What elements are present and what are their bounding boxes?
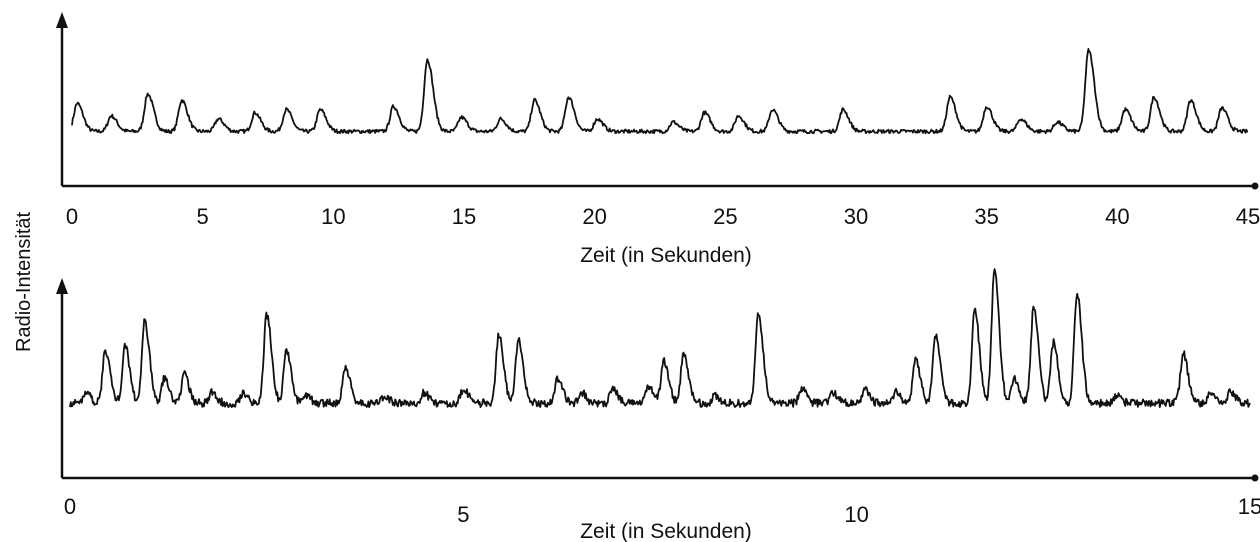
panel-bottom: 0 5 10 15 Zeit (in Sekunden) (56, 268, 1260, 542)
top-tick-label: 30 (844, 204, 868, 229)
y-axis-label: Radio-Intensität (13, 211, 35, 352)
bottom-tick-label: 0 (64, 494, 76, 519)
top-tick-label: 25 (713, 204, 737, 229)
bottom-tick-labels: 0 5 10 15 (64, 494, 1260, 527)
top-tick-label: 40 (1105, 204, 1129, 229)
bottom-x-axis-label: Zeit (in Sekunden) (580, 520, 752, 542)
bottom-series-line (69, 268, 1251, 408)
top-tick-labels: 0 5 10 15 20 25 30 35 40 45 (66, 204, 1260, 229)
top-y-axis-arrow-icon (56, 12, 68, 28)
top-tick-label: 15 (452, 204, 476, 229)
bottom-tick-label: 5 (457, 502, 469, 527)
top-series-line (71, 48, 1249, 135)
top-tick-label: 45 (1236, 204, 1260, 229)
bottom-tick-label: 15 (1238, 494, 1260, 519)
top-tick-label: 0 (66, 204, 78, 229)
top-tick-label: 20 (582, 204, 606, 229)
bottom-tick-label: 10 (844, 502, 868, 527)
top-tick-label: 35 (974, 204, 998, 229)
top-tick-label: 5 (197, 204, 209, 229)
top-x-axis-label: Zeit (in Sekunden) (580, 244, 752, 267)
top-tick-label: 10 (321, 204, 345, 229)
top-x-axis-end-dot-icon (1251, 182, 1259, 190)
bottom-y-axis-arrow-icon (56, 278, 68, 294)
bottom-x-axis-end-dot-icon (1251, 474, 1259, 482)
panel-top: 0 5 10 15 20 25 30 35 40 45 Zeit (in Sekunden) (56, 12, 1260, 267)
